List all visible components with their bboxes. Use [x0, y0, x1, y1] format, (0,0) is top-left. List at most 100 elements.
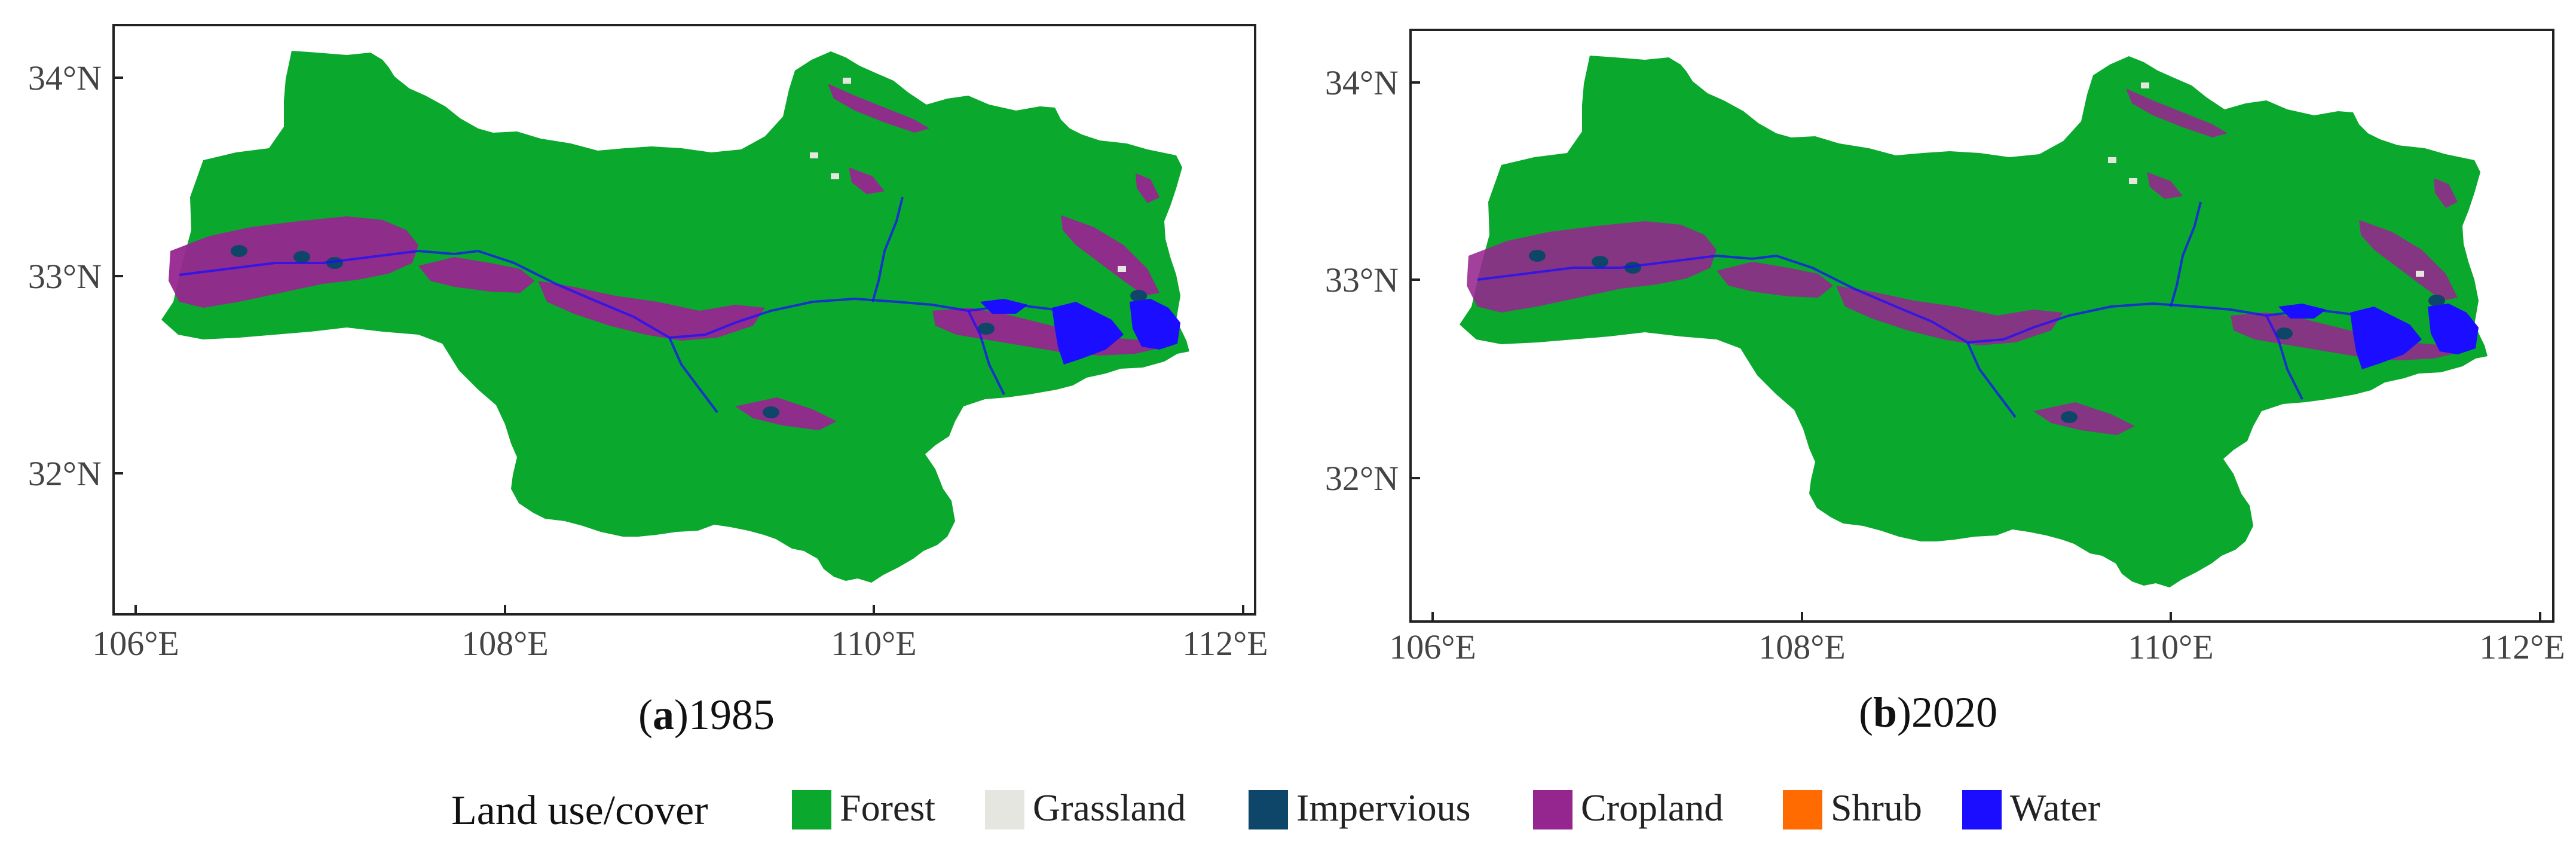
- legend-label: Grassland: [1033, 786, 1186, 829]
- cropland-area: [538, 281, 765, 341]
- cropland-swatch: [1533, 790, 1572, 829]
- map-panel-b: 34°N 33°N 32°N 106°E 108°E 110°E 112°E (…: [1297, 0, 2576, 753]
- legend-label: Shrub: [1831, 786, 1922, 829]
- cropland-area: [849, 167, 885, 194]
- y-tick-mark: [112, 472, 123, 475]
- impervious-area: [1130, 290, 1147, 302]
- grassland-area: [2108, 157, 2116, 163]
- impervious-area: [1529, 250, 1546, 262]
- grassland-area: [2129, 178, 2137, 184]
- water-body: [2350, 307, 2422, 369]
- water-body: [2278, 304, 2326, 319]
- legend-title: Land use/cover: [451, 788, 708, 834]
- x-tick-label: 112°E: [1182, 624, 1268, 663]
- cropland-area: [1836, 286, 2063, 345]
- river-line: [2265, 315, 2303, 400]
- impervious-area: [231, 245, 247, 257]
- river-line: [967, 310, 1005, 395]
- y-tick-label: 32°N: [1324, 459, 1399, 498]
- grassland-area: [1118, 266, 1126, 272]
- river-line: [1752, 254, 2410, 344]
- legend-label: Cropland: [1581, 786, 1724, 829]
- x-tick-label: 110°E: [831, 624, 917, 663]
- impervious-area: [2061, 411, 2078, 423]
- river-line: [871, 197, 904, 302]
- x-tick-label: 108°E: [461, 624, 549, 663]
- x-tick-mark: [2170, 612, 2172, 623]
- cropland-area: [1136, 173, 1159, 203]
- y-tick-label: 34°N: [27, 59, 102, 97]
- panel-caption-a: (a)1985: [638, 691, 775, 739]
- cropland-area: [2126, 88, 2228, 137]
- y-tick-mark: [112, 76, 123, 79]
- x-tick-mark: [2539, 612, 2541, 623]
- water-swatch: [1962, 790, 2002, 829]
- cropland-area: [2434, 178, 2458, 208]
- x-tick-label: 108°E: [1758, 627, 1846, 666]
- cropland-area: [2033, 402, 2135, 435]
- y-tick-mark: [1409, 81, 1420, 84]
- legend-label: Water: [2010, 786, 2101, 829]
- x-tick-label: 106°E: [1389, 627, 1476, 666]
- impervious-area: [1592, 256, 1608, 268]
- y-tick-mark: [1409, 278, 1420, 281]
- impervious-area: [2428, 295, 2445, 307]
- impervious-area: [2276, 327, 2293, 339]
- caption-letter: b: [1873, 688, 1898, 736]
- cropland-area: [418, 257, 535, 293]
- water-body: [1130, 299, 1180, 350]
- river-line: [179, 249, 455, 276]
- y-tick-label: 32°N: [27, 454, 102, 493]
- caption-year: 2020: [1911, 688, 1998, 736]
- x-tick-mark: [1431, 612, 1434, 623]
- x-tick-mark: [504, 605, 506, 616]
- river-line: [1477, 254, 1753, 281]
- x-tick-label: 112°E: [2479, 627, 2565, 666]
- water-body: [1052, 302, 1124, 365]
- cropland-area: [735, 397, 837, 430]
- cropland-area: [1061, 215, 1159, 296]
- legend-label: Impervious: [1296, 786, 1471, 829]
- y-tick-mark: [1409, 477, 1420, 479]
- grassland-area: [2141, 82, 2149, 88]
- y-tick-label: 34°N: [1324, 63, 1399, 102]
- legend: Land use/cover Forest Grassland Impervio…: [0, 777, 2576, 843]
- river-line: [454, 249, 1112, 339]
- x-tick-mark: [1801, 612, 1803, 623]
- grassland-area: [843, 78, 851, 84]
- x-tick-mark: [873, 605, 875, 616]
- grassland-area: [810, 152, 818, 158]
- y-tick-label: 33°N: [1324, 261, 1399, 299]
- shrub-swatch: [1783, 790, 1822, 829]
- panel-caption-b: (b)2020: [1859, 688, 1998, 736]
- legend-label: Forest: [840, 786, 935, 829]
- cropland-area: [828, 84, 929, 133]
- cropland-area: [2359, 220, 2458, 301]
- impervious-area: [978, 323, 995, 335]
- caption-year: 1985: [688, 691, 775, 739]
- land-cover-map-a: [161, 51, 1189, 583]
- impervious-area: [293, 251, 310, 263]
- caption-letter: a: [652, 691, 674, 739]
- river-line: [2170, 201, 2202, 307]
- y-tick-mark: [112, 275, 123, 277]
- cropland-area: [1717, 262, 1833, 298]
- x-tick-label: 110°E: [2128, 627, 2214, 666]
- map-panel-a: 34°N 33°N 32°N 106°E 108°E 110°E 112°E (…: [0, 0, 1279, 753]
- impervious-swatch: [1249, 790, 1288, 829]
- cropland-area: [2147, 172, 2183, 199]
- grassland-swatch: [985, 790, 1024, 829]
- river-line: [668, 337, 718, 414]
- x-tick-label: 106°E: [92, 624, 179, 663]
- x-tick-mark: [134, 605, 137, 616]
- forest-swatch: [792, 790, 831, 829]
- impervious-area: [763, 406, 779, 418]
- grassland-area: [2416, 271, 2424, 277]
- water-body: [980, 299, 1028, 314]
- water-body: [2428, 304, 2479, 354]
- y-tick-label: 33°N: [27, 257, 102, 296]
- grassland-area: [831, 173, 839, 179]
- river-line: [1966, 342, 2017, 418]
- x-tick-mark: [1242, 605, 1244, 616]
- land-cover-map-b: [1460, 56, 2488, 587]
